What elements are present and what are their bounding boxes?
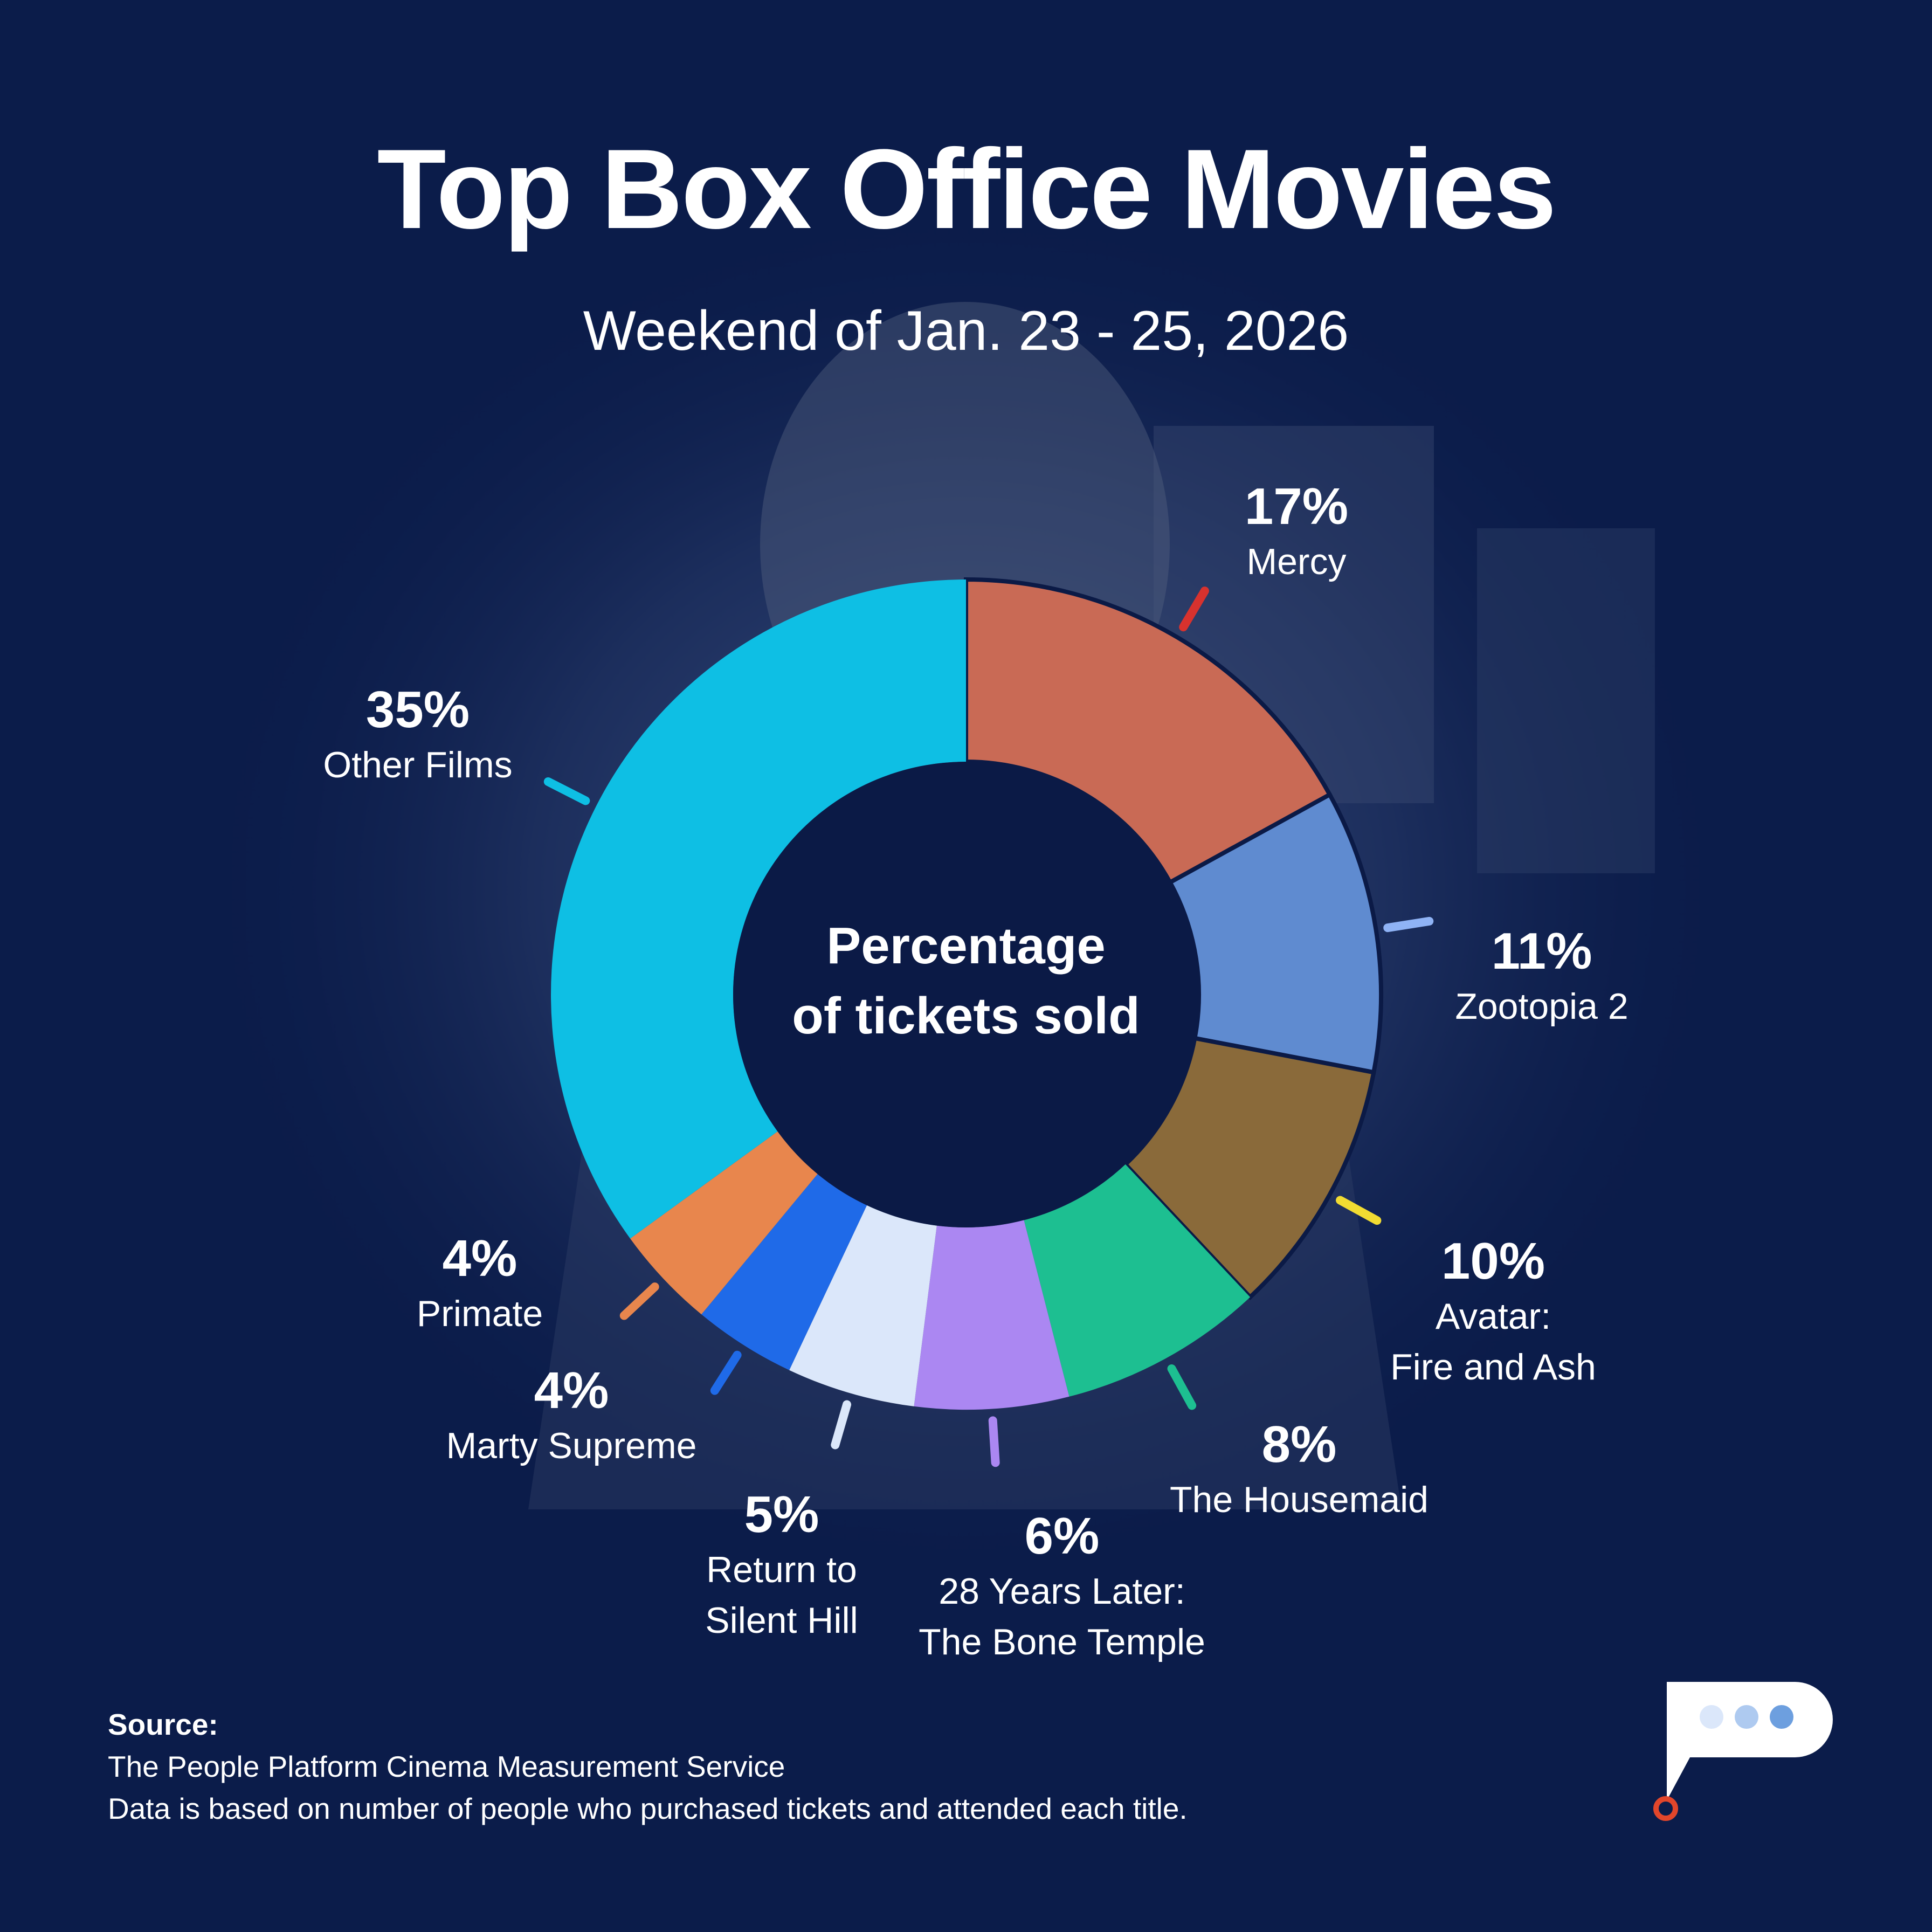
brand-logo-icon <box>1653 1682 1833 1821</box>
chart-title: Top Box Office Movies <box>377 126 1556 252</box>
slice-label-primate: 4% Primate <box>372 1229 588 1339</box>
slice-marty-supreme <box>701 1174 867 1370</box>
movie-name: Zootopia 2 <box>1455 986 1629 1027</box>
leader-line-marty-supreme <box>710 1350 742 1395</box>
leader-line-avatar-fire-and-ash <box>1336 1196 1382 1225</box>
movie-name-line-1: Avatar: <box>1435 1296 1551 1337</box>
percent-label: 11% <box>1491 922 1592 980</box>
movie-name-line-2: The Bone Temple <box>919 1622 1205 1662</box>
percent-label: 35% <box>365 681 470 739</box>
movie-name: Other Films <box>323 744 513 785</box>
percent-label: 4% <box>534 1362 609 1419</box>
slice-label-other-films: 35% Other Films <box>299 680 536 790</box>
percent-label: 17% <box>1244 478 1349 535</box>
slice-label-28-years-later: 6% 28 Years Later: The Bone Temple <box>895 1507 1229 1667</box>
slice-label-marty-supreme: 4% Marty Supreme <box>420 1361 722 1471</box>
percent-label: 10% <box>1441 1232 1545 1290</box>
center-label-line-2: of tickets sold <box>792 987 1140 1045</box>
movie-name-line-1: Return to <box>706 1549 857 1590</box>
slice-other-films <box>550 579 966 1239</box>
percent-label: 5% <box>744 1486 819 1543</box>
leader-line-the-housemaid <box>1167 1364 1197 1410</box>
slice-return-to-silent-hill <box>789 1205 937 1406</box>
movie-name-line-1: 28 Years Later: <box>939 1571 1185 1612</box>
percent-label: 4% <box>442 1230 518 1287</box>
leader-line-zootopia-2 <box>1383 916 1434 933</box>
movie-name: Mercy <box>1246 541 1347 582</box>
movie-name: Primate <box>416 1293 543 1334</box>
slice-label-the-housemaid: 8% The Housemaid <box>1148 1415 1450 1525</box>
leader-line-return-to-silent-hill <box>831 1400 852 1450</box>
leader-line-mercy <box>1179 586 1209 632</box>
leader-line-primate <box>619 1282 659 1320</box>
source-line-2: Data is based on number of people who pu… <box>108 1792 1188 1825</box>
movie-name-line-2: Silent Hill <box>705 1600 858 1641</box>
source-note: Source: The People Platform Cinema Measu… <box>108 1703 1188 1830</box>
slice-primate <box>630 1131 818 1315</box>
slice-label-zootopia-2: 11% Zootopia 2 <box>1418 922 1666 1032</box>
movie-name: Marty Supreme <box>446 1425 697 1466</box>
slice-label-mercy: 17% Mercy <box>1189 477 1404 587</box>
movie-name: The Housemaid <box>1169 1479 1429 1520</box>
leader-line-28-years-later-the-bone-temple <box>988 1416 1000 1467</box>
slice-28-years-later-the-bone-temple <box>914 1220 1070 1410</box>
chart-subtitle: Weekend of Jan. 23 - 25, 2026 <box>583 300 1349 362</box>
source-line-1: The People Platform Cinema Measurement S… <box>108 1750 785 1783</box>
slice-label-return-to-silent-hill: 5% Return to Silent Hill <box>663 1485 900 1646</box>
source-heading: Source: <box>108 1708 218 1741</box>
percent-label: 6% <box>1024 1507 1100 1565</box>
leader-line-other-films <box>543 777 590 805</box>
slice-label-avatar: 10% Avatar: Fire and Ash <box>1358 1232 1628 1392</box>
donut-center <box>733 762 1199 1227</box>
movie-name-line-2: Fire and Ash <box>1390 1347 1596 1388</box>
center-label: Percentage of tickets sold <box>723 911 1209 1051</box>
percent-label: 8% <box>1261 1416 1337 1473</box>
slice-the-housemaid <box>1024 1164 1251 1397</box>
center-label-line-1: Percentage <box>826 917 1106 975</box>
